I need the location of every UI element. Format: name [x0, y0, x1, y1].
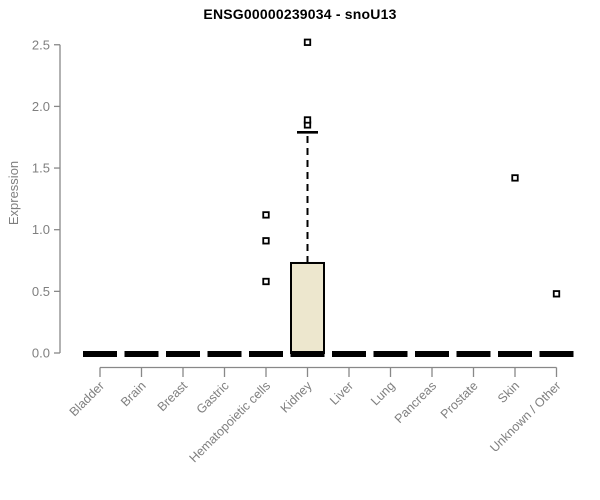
- category-label: Liver: [327, 379, 356, 408]
- box-body: [290, 261, 325, 354]
- y-tick-label: 2.0: [32, 99, 50, 114]
- category-label: Brain: [118, 379, 149, 410]
- median-bar: [539, 351, 574, 357]
- outlier-point: [552, 290, 561, 298]
- y-tick-label: 0.0: [32, 346, 50, 361]
- outlier-point: [262, 277, 270, 286]
- median-bar: [166, 351, 200, 357]
- category-label: Lung: [368, 379, 398, 409]
- category-label: Pancreas: [392, 379, 439, 426]
- category-label: Breast: [155, 378, 191, 414]
- category-label: Prostate: [438, 379, 481, 422]
- category-label: Hematopoietic cells: [187, 379, 274, 466]
- median-bar: [456, 351, 491, 357]
- category-label: Bladder: [67, 379, 107, 419]
- y-tick-label: 2.5: [32, 37, 50, 52]
- outlier-point: [303, 38, 312, 46]
- median-bar: [290, 351, 325, 357]
- outlier-point: [511, 174, 519, 182]
- median-bar: [332, 351, 366, 357]
- category-label: Gastric: [194, 379, 232, 417]
- category-label: Unknown / Other: [487, 379, 563, 455]
- median-bar: [207, 351, 242, 357]
- median-bar: [83, 351, 117, 357]
- y-tick-label: 1.5: [32, 161, 50, 176]
- outlier-point: [262, 211, 270, 219]
- median-bar: [249, 351, 283, 357]
- category-label: Skin: [495, 379, 522, 406]
- median-bar: [415, 351, 449, 357]
- y-tick-label: 0.5: [32, 284, 50, 299]
- median-bar: [373, 351, 408, 357]
- outlier-point: [303, 116, 312, 124]
- category-label: Kidney: [278, 378, 315, 415]
- median-bar: [124, 351, 159, 357]
- y-tick-label: 1.0: [32, 222, 50, 237]
- median-bar: [498, 351, 532, 357]
- chart-title: ENSG00000239034 - snoU13: [203, 6, 397, 22]
- outlier-point: [262, 237, 270, 245]
